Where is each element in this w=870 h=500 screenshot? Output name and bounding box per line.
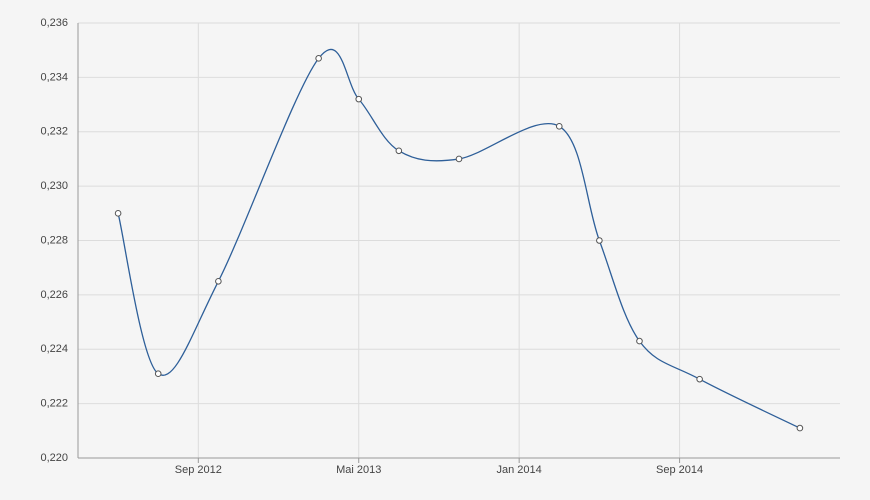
data-point xyxy=(315,55,322,62)
y-tick-label: 0,230 xyxy=(40,180,68,192)
x-tick-label: Sep 2014 xyxy=(656,464,703,476)
y-tick-label: 0,232 xyxy=(40,126,68,138)
y-tick-label: 0,236 xyxy=(40,17,68,29)
data-point xyxy=(596,237,603,244)
y-tick-label: 0,224 xyxy=(40,343,68,355)
y-tick-label: 0,222 xyxy=(40,398,68,410)
series-line xyxy=(117,48,801,429)
data-point xyxy=(215,277,222,285)
y-tick-label: 0,228 xyxy=(40,234,68,246)
data-point xyxy=(696,375,703,383)
data-point xyxy=(796,424,804,432)
x-tick-label: Jan 2014 xyxy=(497,464,542,476)
y-tick-label: 0,226 xyxy=(40,289,68,301)
data-point xyxy=(154,370,162,378)
data-point xyxy=(636,337,643,345)
data-point xyxy=(355,95,363,103)
data-point xyxy=(455,155,463,163)
data-point xyxy=(555,123,563,130)
x-tick-label: Mai 2013 xyxy=(336,464,381,476)
data-point xyxy=(114,210,122,217)
x-tick-label: Sep 2012 xyxy=(175,464,222,476)
y-tick-label: 0,220 xyxy=(40,452,68,464)
y-tick-label: 0,234 xyxy=(40,71,68,83)
data-point xyxy=(395,147,403,155)
